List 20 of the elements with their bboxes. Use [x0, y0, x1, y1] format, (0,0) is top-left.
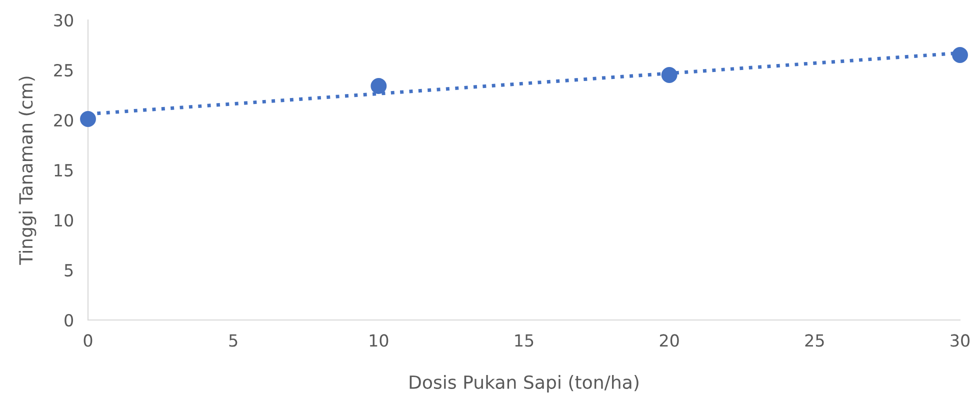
y-tick-label: 30 [54, 14, 74, 27]
x-tick-label: 10 [370, 334, 388, 347]
x-tick-label: 30 [950, 334, 970, 347]
y-tick-label: 25 [54, 64, 73, 77]
point [80, 111, 96, 127]
x-tick-label: 15 [515, 334, 534, 347]
y-tick-label: 15 [54, 164, 73, 177]
y-tick-label: 20 [54, 114, 74, 127]
x-axis-title: Dosis Pukan Sapi (ton/ha) [410, 375, 638, 392]
point [370, 78, 387, 94]
x-tick-label: 25 [805, 334, 824, 347]
y-tick-label: 0 [64, 314, 74, 327]
x-tick-label: 20 [660, 334, 679, 347]
point [661, 67, 678, 83]
point [952, 47, 968, 63]
x-tick-label: 0 [84, 334, 92, 347]
x-tick-label: 5 [229, 334, 238, 347]
y-tick-label: 10 [54, 214, 74, 227]
y-tick-label: 5 [64, 264, 73, 277]
y-axis-title: Tinggi Tanaman (cm) [18, 76, 36, 265]
